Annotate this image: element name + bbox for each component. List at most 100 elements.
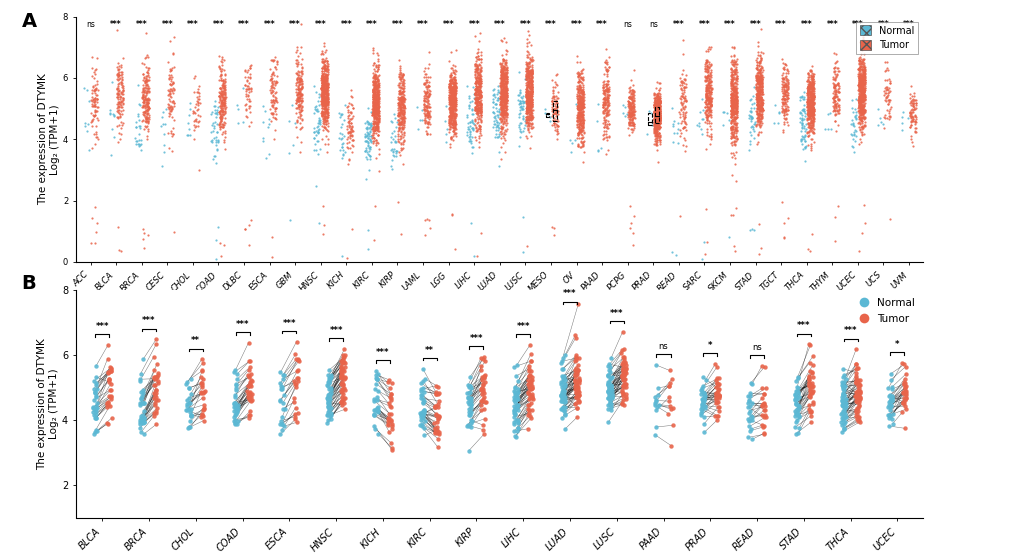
Point (574, 134, 590, 143)
Point (447, 95, 464, 104)
Point (548, 127, 565, 136)
Point (367, 102, 383, 111)
Point (471, 74, 487, 82)
Point (904, 101, 920, 110)
Point (314, 95, 330, 104)
Point (495, 102, 512, 111)
Point (367, 424, 383, 433)
Point (445, 94, 462, 102)
Point (139, 86, 155, 95)
Point (469, 104, 485, 113)
Point (470, 87, 486, 96)
Point (802, 98, 818, 107)
Point (799, 96, 815, 105)
Point (446, 87, 463, 96)
Point (853, 124, 869, 133)
Point (519, 42, 535, 51)
Point (523, 393, 539, 402)
Point (195, 388, 211, 397)
Point (723, 116, 740, 125)
Point (472, 61, 488, 70)
Point (850, 96, 866, 105)
Point (442, 133, 459, 142)
Point (599, 388, 615, 397)
Point (625, 86, 641, 95)
Point (460, 421, 476, 430)
Point (872, 118, 889, 127)
Point (648, 90, 664, 99)
Point (132, 411, 149, 420)
Point (365, 88, 381, 97)
Point (850, 415, 866, 424)
Point (742, 412, 758, 421)
Point (360, 245, 376, 254)
Point (881, 401, 898, 410)
Point (292, 103, 309, 112)
Point (395, 115, 412, 124)
Point (543, 96, 559, 105)
Point (855, 108, 871, 117)
Point (365, 110, 381, 119)
Point (672, 77, 688, 86)
Point (515, 97, 531, 106)
Point (727, 94, 743, 103)
Point (240, 382, 257, 390)
Point (447, 102, 464, 111)
Point (334, 400, 351, 409)
Point (728, 99, 744, 108)
Point (314, 85, 330, 94)
Point (623, 125, 639, 134)
Point (239, 370, 256, 379)
Point (615, 358, 632, 367)
Point (907, 99, 923, 108)
Point (441, 121, 458, 130)
Point (471, 96, 487, 105)
Point (133, 399, 150, 408)
Point (574, 121, 590, 130)
Point (493, 124, 510, 133)
Point (314, 111, 330, 120)
Point (519, 101, 535, 110)
Point (524, 86, 540, 95)
Point (211, 52, 227, 61)
Point (648, 107, 664, 116)
Point (442, 96, 459, 105)
Point (511, 109, 527, 118)
Point (443, 97, 460, 106)
Point (196, 403, 212, 412)
Point (570, 365, 586, 374)
Point (394, 125, 411, 134)
Point (801, 88, 817, 97)
Point (391, 96, 408, 105)
Point (420, 108, 436, 116)
Point (647, 110, 663, 119)
Point (801, 82, 817, 91)
Point (497, 82, 514, 91)
Point (487, 129, 503, 138)
Point (849, 381, 865, 390)
Point (795, 133, 811, 142)
Point (513, 104, 529, 113)
Point (804, 94, 820, 102)
Point (650, 118, 666, 127)
Point (216, 95, 232, 104)
Point (650, 116, 666, 125)
Point (446, 119, 463, 128)
Point (314, 80, 330, 89)
Point (522, 69, 538, 78)
Point (467, 59, 483, 68)
Point (518, 97, 534, 106)
Point (367, 79, 383, 87)
Point (319, 91, 335, 100)
Point (554, 375, 571, 384)
Point (614, 395, 631, 404)
Point (103, 393, 119, 402)
Point (850, 106, 866, 115)
Point (877, 93, 894, 102)
Point (575, 138, 591, 147)
Point (894, 398, 910, 407)
Point (850, 81, 866, 90)
Point (391, 108, 408, 116)
Point (726, 57, 742, 66)
Point (904, 94, 920, 103)
